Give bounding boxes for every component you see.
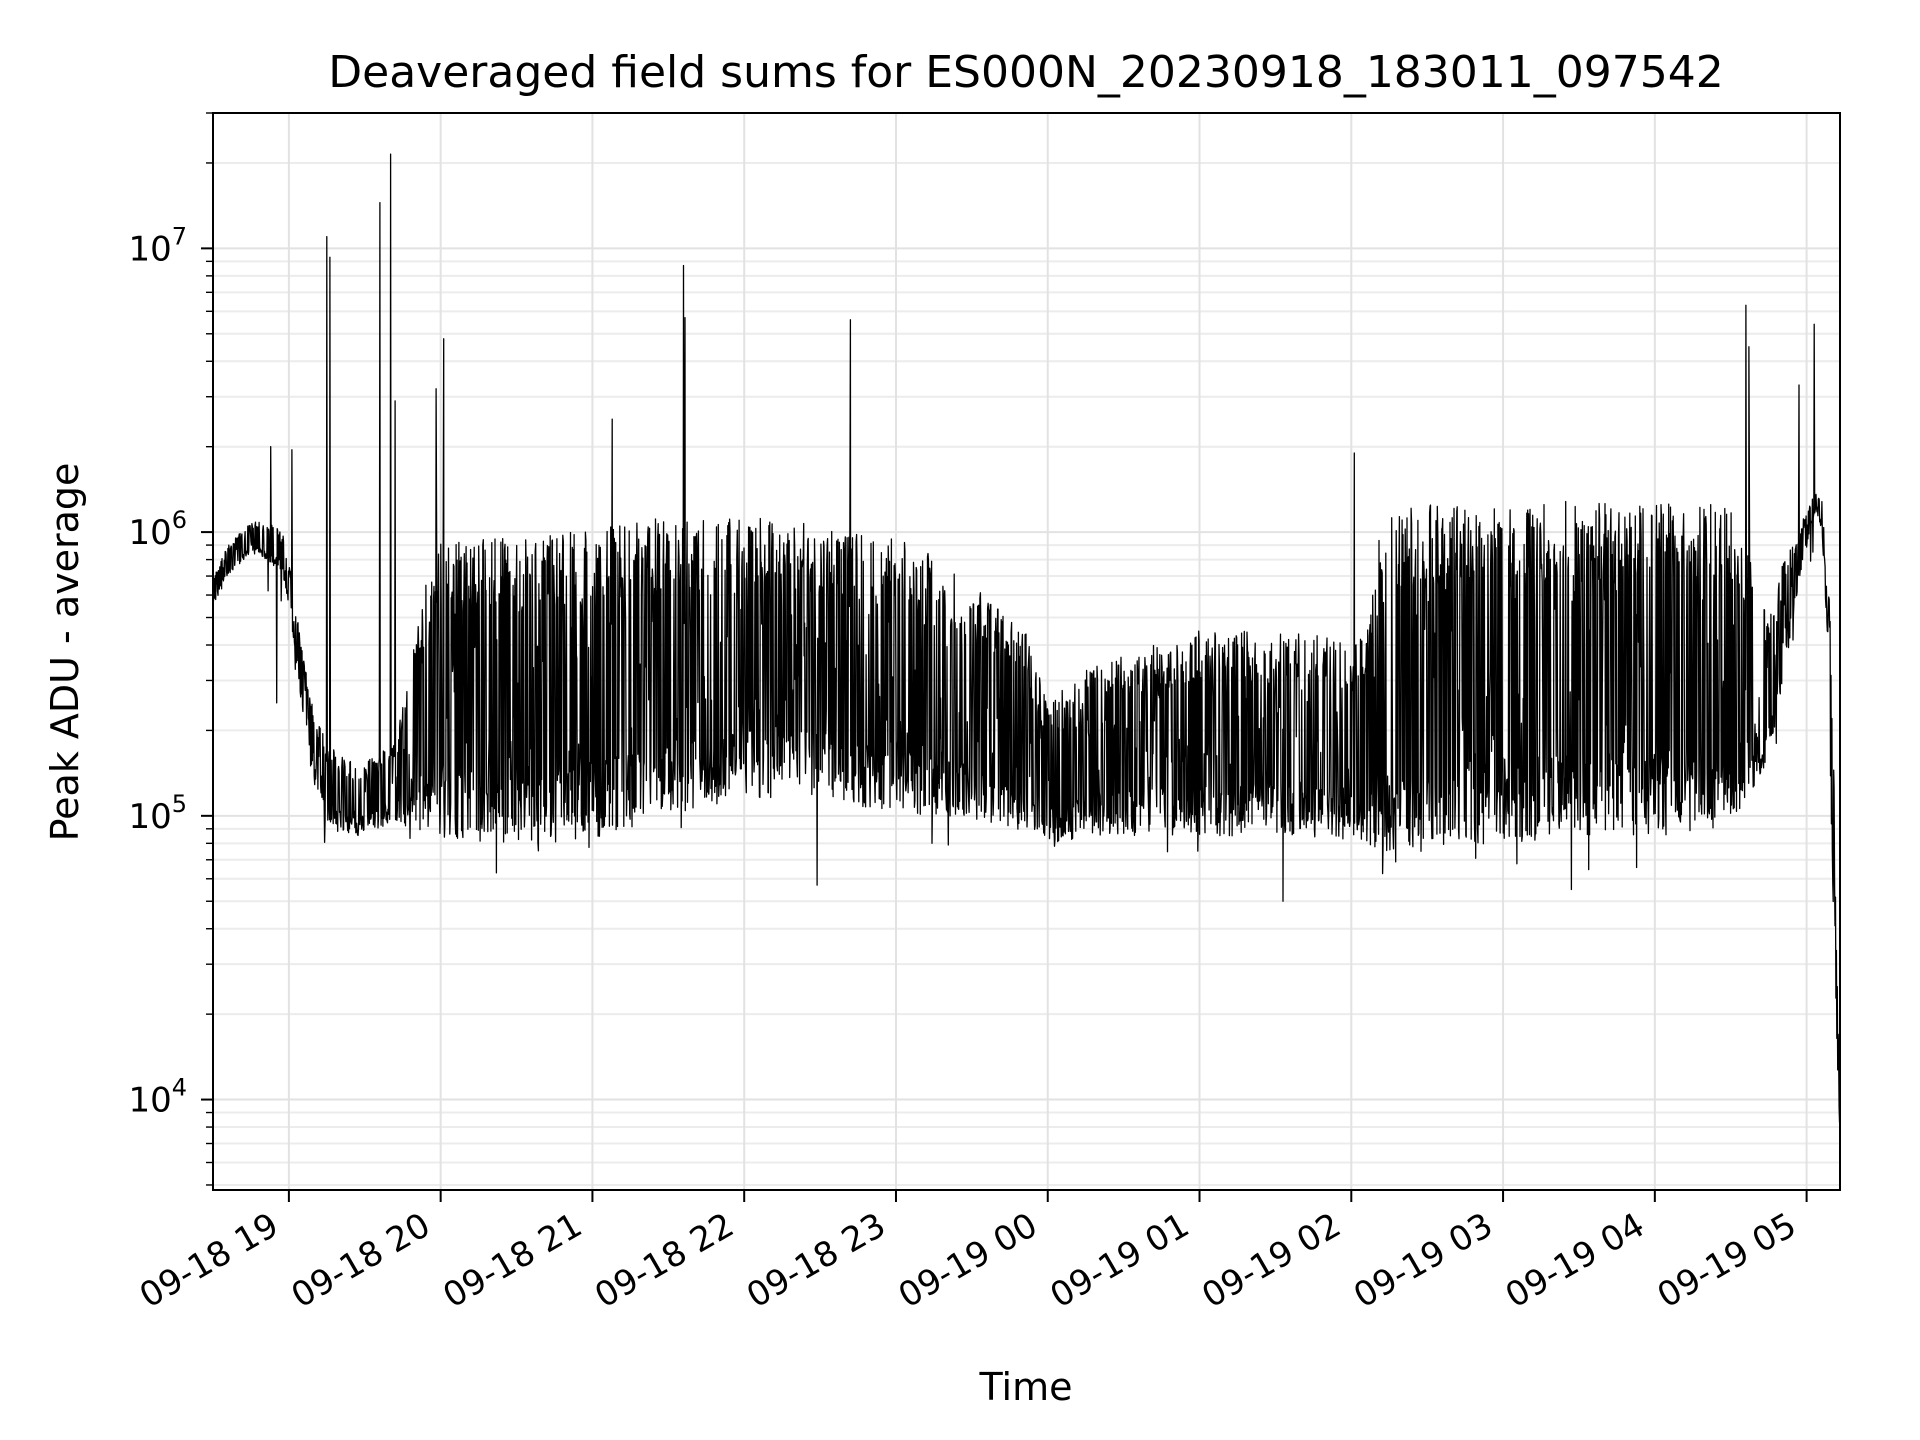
y-tick-label: 106 bbox=[128, 506, 187, 553]
y-tick-label: 104 bbox=[128, 1074, 187, 1121]
chart-title: Deaveraged field sums for ES000N_2023091… bbox=[328, 47, 1724, 98]
x-axis-label: Time bbox=[979, 1365, 1073, 1409]
y-axis-label: Peak ADU - average bbox=[43, 463, 87, 842]
y-tick-exponent: 6 bbox=[172, 506, 187, 534]
series-line bbox=[212, 153, 1841, 1128]
series-layer bbox=[212, 153, 1841, 1128]
y-tick-label: 107 bbox=[128, 222, 187, 269]
y-tick-exponent: 7 bbox=[172, 222, 187, 250]
y-tick-label: 105 bbox=[128, 790, 187, 837]
y-tick-exponent: 5 bbox=[172, 790, 187, 818]
y-tick-exponent: 4 bbox=[172, 1074, 187, 1102]
plot-frame bbox=[212, 112, 1841, 1191]
